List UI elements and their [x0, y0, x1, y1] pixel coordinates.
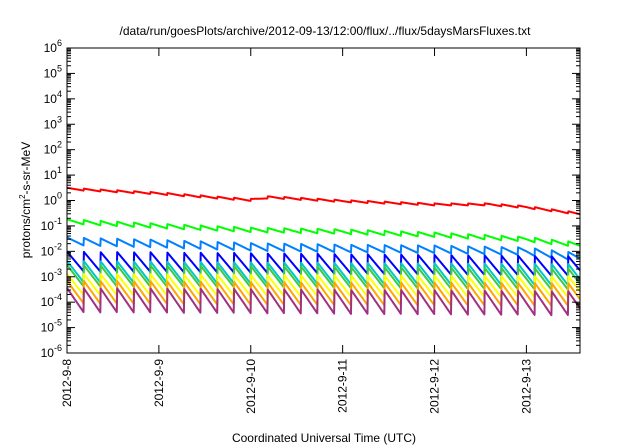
- y-tick-base: 10: [44, 41, 58, 55]
- y-tick-exponent: 5: [57, 63, 62, 73]
- y-tick-exponent: -3: [54, 267, 62, 277]
- y-tick-base: 10: [41, 219, 55, 233]
- y-tick-base: 10: [41, 346, 55, 360]
- series-line-6: [66, 264, 581, 291]
- x-tick-label: 2012-9-8: [60, 359, 74, 407]
- y-tick-label: 10-2: [41, 241, 62, 258]
- series-line-3: [66, 236, 581, 261]
- x-tick-label: 2012-9-12: [428, 359, 442, 414]
- series-line-8: [66, 279, 581, 307]
- y-tick-label: 104: [44, 89, 62, 106]
- y-tick-base: 10: [44, 92, 58, 106]
- series-line-9: [66, 287, 581, 317]
- y-tick-exponent: -4: [54, 292, 62, 302]
- y-tick-exponent: -6: [54, 343, 62, 353]
- y-tick-base: 10: [41, 244, 55, 258]
- y-tick-exponent: 3: [57, 114, 62, 124]
- y-tick-base: 10: [44, 194, 58, 208]
- x-tick-label: 2012-9-10: [244, 359, 258, 414]
- series-line-7: [66, 272, 581, 299]
- y-tick-label: 10-5: [41, 318, 62, 335]
- y-tick-label: 106: [44, 38, 62, 55]
- y-tick-exponent: -1: [54, 216, 62, 226]
- y-tick-base: 10: [44, 66, 58, 80]
- y-tick-exponent: 4: [57, 89, 62, 99]
- y-tick-exponent: -2: [54, 241, 62, 251]
- y-tick-exponent: -5: [54, 318, 62, 328]
- y-axis-label: protons/cm2-s-sr-MeV: [18, 142, 33, 258]
- y-tick-label: 10-3: [41, 267, 62, 284]
- series-line-4: [66, 250, 581, 277]
- y-tick-exponent: 0: [57, 191, 62, 201]
- y-tick-base: 10: [44, 168, 58, 182]
- y-axis-label-prefix: protons/cm: [19, 199, 33, 258]
- y-tick-exponent: 6: [57, 38, 62, 48]
- x-tick-label: 2012-9-13: [519, 359, 533, 414]
- y-tick-label: 10-6: [41, 343, 62, 360]
- y-tick-label: 10-1: [41, 216, 62, 233]
- y-tick-base: 10: [44, 117, 58, 131]
- y-axis-label-suffix: -s-sr-MeV: [19, 142, 33, 195]
- y-tick-exponent: 2: [57, 140, 62, 150]
- x-tick-label: 2012-9-11: [336, 359, 350, 413]
- y-tick-base: 10: [41, 321, 55, 335]
- y-tick-base: 10: [44, 143, 58, 157]
- y-tick-label: 100: [44, 191, 62, 208]
- y-axis-label-sup: 2: [18, 194, 27, 199]
- series-layer: [66, 186, 581, 317]
- chart-title: /data/run/goesPlots/archive/2012-09-13/1…: [120, 24, 532, 38]
- y-tick-label: 105: [44, 63, 62, 80]
- y-tick-label: 102: [44, 140, 62, 157]
- y-tick-label: 10-4: [41, 292, 62, 309]
- series-line-1: [66, 186, 581, 216]
- y-tick-exponent: 1: [57, 165, 62, 175]
- axes-layer: 10-610-510-410-310-210-11001011021031041…: [41, 38, 581, 414]
- y-tick-label: 103: [44, 114, 62, 131]
- series-line-2: [66, 218, 581, 247]
- series-line-5: [66, 260, 581, 287]
- x-axis-label: Coordinated Universal Time (UTC): [232, 431, 416, 445]
- x-tick-label: 2012-9-9: [152, 359, 166, 407]
- y-tick-base: 10: [41, 295, 55, 309]
- y-tick-label: 101: [44, 165, 62, 182]
- y-tick-base: 10: [41, 270, 55, 284]
